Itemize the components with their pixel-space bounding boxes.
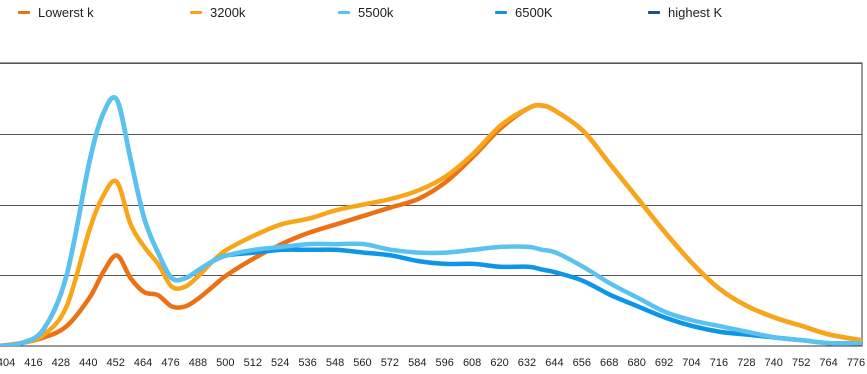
x-tick-label: 764 bbox=[819, 357, 837, 369]
x-tick-label: 404 bbox=[0, 357, 15, 369]
x-tick-label: 656 bbox=[573, 357, 591, 369]
x-tick-label: 476 bbox=[161, 357, 179, 369]
x-tick-label: 704 bbox=[682, 357, 700, 369]
legend-label: 3200k bbox=[210, 5, 246, 20]
x-tick-label: 680 bbox=[627, 357, 645, 369]
x-tick-label: 440 bbox=[79, 357, 97, 369]
legend-swatch bbox=[338, 11, 350, 14]
x-tick-label: 464 bbox=[134, 357, 152, 369]
x-tick-label: 500 bbox=[216, 357, 234, 369]
x-tick-label: 524 bbox=[271, 357, 289, 369]
legend-item: 5500k bbox=[338, 5, 393, 20]
x-tick-label: 596 bbox=[436, 357, 454, 369]
legend-item: Lowerst k bbox=[18, 5, 94, 20]
x-tick-label: 728 bbox=[737, 357, 755, 369]
x-tick-label: 536 bbox=[298, 357, 316, 369]
x-tick-label: 716 bbox=[710, 357, 728, 369]
x-tick-label: 668 bbox=[600, 357, 618, 369]
legend-swatch bbox=[18, 11, 30, 14]
chart-legend: Lowerst k 3200k 5500k 6500K highest K bbox=[0, 0, 867, 30]
x-tick-label: 572 bbox=[381, 357, 399, 369]
x-tick-label: 608 bbox=[463, 357, 481, 369]
x-tick-label: 644 bbox=[545, 357, 563, 369]
legend-swatch bbox=[190, 11, 202, 14]
x-tick-label: 452 bbox=[106, 357, 124, 369]
x-tick-label: 416 bbox=[24, 357, 42, 369]
legend-label: highest K bbox=[668, 5, 723, 20]
legend-swatch bbox=[648, 11, 660, 14]
x-tick-label: 548 bbox=[326, 357, 344, 369]
legend-swatch bbox=[495, 11, 507, 14]
x-tick-label: 620 bbox=[490, 357, 508, 369]
x-tick-label: 692 bbox=[655, 357, 673, 369]
legend-label: 5500k bbox=[358, 5, 394, 20]
series-line-5500k bbox=[0, 95, 862, 346]
x-tick-label: 512 bbox=[244, 357, 262, 369]
x-tick-label: 428 bbox=[52, 357, 70, 369]
x-tick-label: 752 bbox=[792, 357, 810, 369]
x-tick-label: 632 bbox=[518, 357, 536, 369]
x-tick-label: 584 bbox=[408, 357, 426, 369]
legend-item: highest K bbox=[648, 5, 722, 20]
plot-frame bbox=[0, 62, 863, 347]
legend-label: Lowerst k bbox=[38, 5, 94, 20]
x-tick-label: 560 bbox=[353, 357, 371, 369]
x-tick-label: 776 bbox=[847, 357, 865, 369]
legend-item: 3200k bbox=[190, 5, 245, 20]
legend-label: 6500K bbox=[515, 5, 553, 20]
series-line-3200k bbox=[0, 103, 862, 346]
x-tick-label: 488 bbox=[189, 357, 207, 369]
x-tick-label: 740 bbox=[765, 357, 783, 369]
legend-item: 6500K bbox=[495, 5, 553, 20]
